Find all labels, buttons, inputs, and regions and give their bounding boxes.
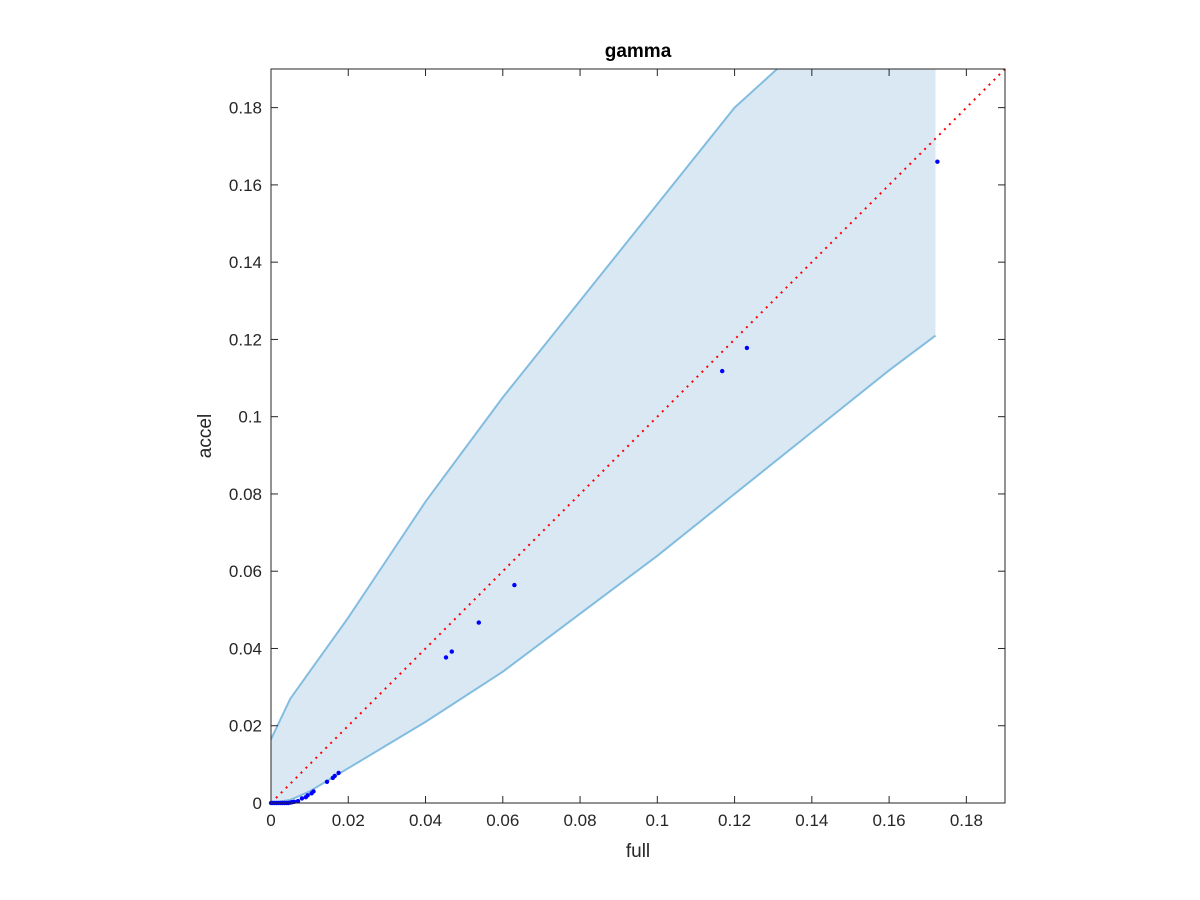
y-tick-label: 0.18: [229, 99, 262, 118]
data-point: [476, 620, 481, 625]
x-tick-label: 0.14: [795, 811, 828, 830]
y-tick-label: 0.08: [229, 485, 262, 504]
y-tick-label: 0.14: [229, 253, 262, 272]
band-upper-edge: [270, 68, 778, 740]
data-point: [299, 796, 305, 801]
y-tick-label: 0: [253, 794, 262, 813]
identity-diagonal: [270, 68, 1006, 804]
data-point: [336, 770, 341, 776]
data-point: [305, 793, 310, 798]
x-tick-label: 0: [266, 811, 275, 830]
data-point: [449, 649, 454, 654]
y-axis-label: accel: [195, 414, 216, 458]
data-point: [744, 345, 750, 351]
chart-title: gamma: [605, 41, 672, 62]
x-tick-label: 0.1: [645, 811, 669, 830]
x-tick-label: 0.08: [564, 811, 597, 830]
data-point: [935, 159, 940, 164]
y-tick-label: 0.04: [229, 639, 262, 658]
x-tick-label: 0.16: [873, 811, 906, 830]
data-point: [443, 655, 449, 660]
x-tick-label: 0.12: [718, 811, 751, 830]
x-tick-label: 0.02: [332, 811, 365, 830]
plot-area: 0 0.02 0.04 0.06 0.08 0.1 0.12 0.14 0.16 0.18 0 0.…: [229, 68, 1006, 830]
y-tick-label: 0.02: [229, 717, 262, 736]
axes-box: [270, 68, 1006, 804]
x-axis-label: full: [626, 841, 650, 862]
x-tick-label: 0.06: [486, 811, 519, 830]
data-point: [295, 798, 301, 804]
data-point: [332, 773, 337, 779]
y-ticks: 0 0.02 0.04 0.06 0.08 0.1 0.12 0.14 0.16 0.18: [229, 99, 1005, 813]
band-fill: [271, 69, 936, 803]
y-tick-label: 0.06: [229, 562, 262, 581]
confidence-band: [270, 68, 937, 804]
data-point: [720, 368, 725, 374]
x-ticks: 0 0.02 0.04 0.06 0.08 0.1 0.12 0.14 0.16 0.18: [266, 69, 983, 830]
y-tick-label: 0.16: [229, 176, 262, 195]
data-point: [512, 582, 517, 588]
band-lower-edge: [270, 334, 937, 804]
data-point: [311, 789, 316, 794]
x-tick-label: 0.04: [409, 811, 442, 830]
identity-line: [270, 68, 1006, 804]
data-point: [324, 779, 330, 784]
x-tick-label: 0.18: [950, 811, 983, 830]
y-tick-label: 0.12: [229, 330, 262, 349]
y-tick-label: 0.1: [238, 408, 262, 427]
